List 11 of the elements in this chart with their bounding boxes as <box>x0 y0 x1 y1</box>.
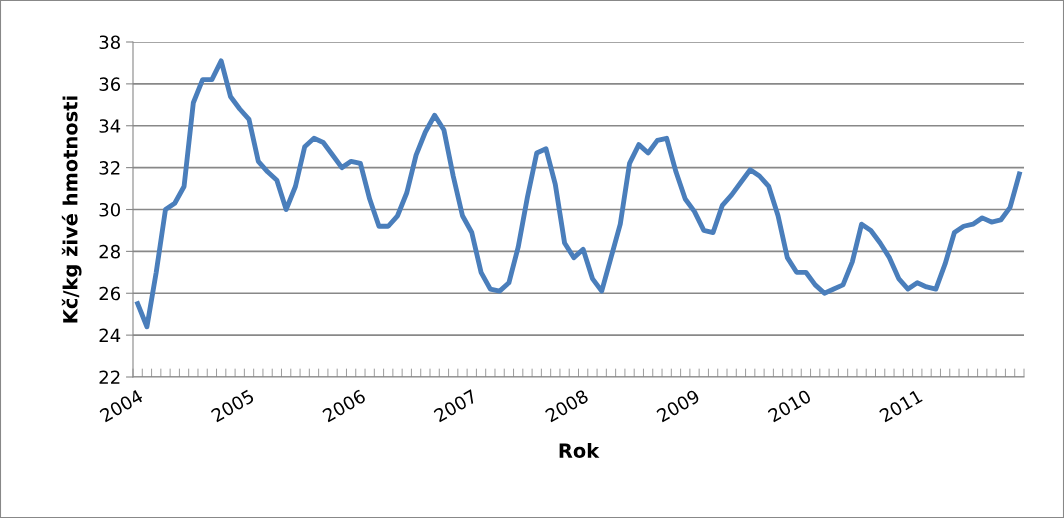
y-tick-label: 38 <box>99 35 120 50</box>
y-tick-label: 32 <box>99 161 120 175</box>
y-tick-label: 24 <box>99 328 121 342</box>
y-tick-label: 30 <box>99 202 120 217</box>
y-tick-label: 28 <box>99 244 120 259</box>
y-tick-label: 22 <box>99 370 120 384</box>
y-axis-title: Kč/kg živé hmotnosti <box>61 96 82 323</box>
y-tick-label: 36 <box>99 77 121 91</box>
x-axis-title: Rok <box>559 442 600 458</box>
y-tick-label: 34 <box>99 119 121 133</box>
y-tick-label: 26 <box>99 286 121 301</box>
